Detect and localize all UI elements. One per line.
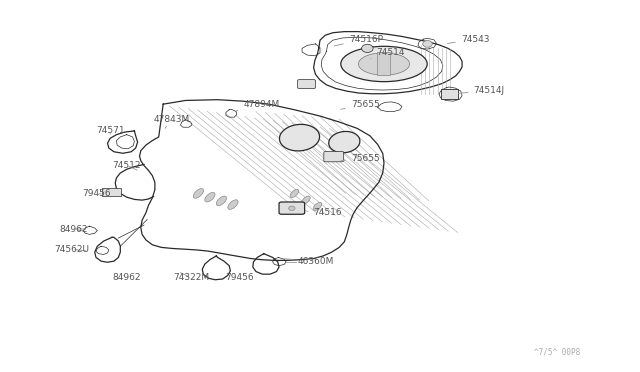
Text: 74514: 74514 <box>371 48 405 59</box>
Text: 74514J: 74514J <box>458 86 505 94</box>
Text: 84962: 84962 <box>59 225 88 234</box>
Text: 74512: 74512 <box>112 161 141 170</box>
Ellipse shape <box>329 131 360 153</box>
FancyBboxPatch shape <box>279 202 305 214</box>
Ellipse shape <box>193 189 204 198</box>
Text: 74516P: 74516P <box>334 35 383 46</box>
Ellipse shape <box>290 189 299 198</box>
Ellipse shape <box>301 196 310 204</box>
Ellipse shape <box>205 192 215 202</box>
Ellipse shape <box>313 202 322 211</box>
Text: 75655: 75655 <box>340 154 380 163</box>
Text: 75655: 75655 <box>340 100 380 109</box>
FancyBboxPatch shape <box>324 151 344 162</box>
Text: ^7/5^ 00P8: ^7/5^ 00P8 <box>534 347 580 356</box>
FancyBboxPatch shape <box>441 89 458 99</box>
FancyBboxPatch shape <box>102 188 121 196</box>
Text: 46360M: 46360M <box>284 257 334 266</box>
Text: 74543: 74543 <box>447 35 490 44</box>
Text: 74516: 74516 <box>307 208 342 217</box>
Text: 79456: 79456 <box>225 270 254 282</box>
Ellipse shape <box>228 200 238 209</box>
Ellipse shape <box>289 206 295 211</box>
Text: 74571: 74571 <box>96 126 125 135</box>
FancyBboxPatch shape <box>298 80 316 89</box>
FancyBboxPatch shape <box>377 52 390 75</box>
Text: 74322M: 74322M <box>173 273 209 282</box>
Text: 47894M: 47894M <box>236 100 280 111</box>
Ellipse shape <box>423 41 433 47</box>
Ellipse shape <box>340 46 428 82</box>
Text: 84962: 84962 <box>112 273 141 282</box>
Text: 47843M: 47843M <box>154 115 190 128</box>
Text: 74562U: 74562U <box>54 245 90 254</box>
Text: 79456: 79456 <box>82 189 111 198</box>
Ellipse shape <box>358 53 410 75</box>
Ellipse shape <box>362 44 373 52</box>
Ellipse shape <box>280 124 319 151</box>
Ellipse shape <box>216 196 227 206</box>
